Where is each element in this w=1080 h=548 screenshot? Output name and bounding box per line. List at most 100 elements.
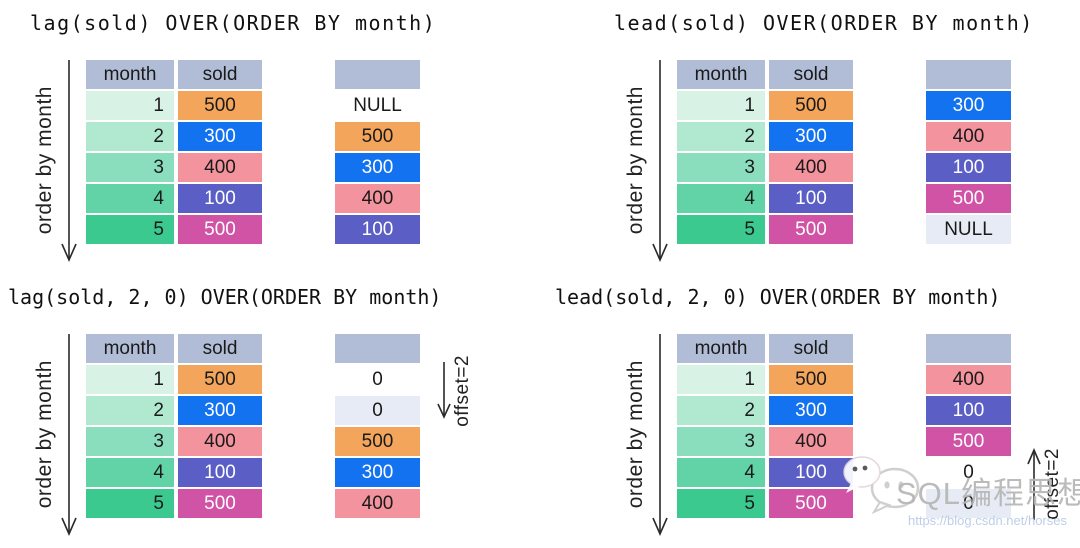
month-cell: 1 (677, 365, 765, 394)
result-column: 0 0 500 300 400 (335, 334, 420, 518)
month-cell: 3 (86, 427, 174, 456)
panel-lag-offset: lag(sold, 2, 0) OVER(ORDER BY month) ord… (8, 280, 538, 548)
result-cell: 500 (926, 427, 1011, 456)
result-cell: 0 (926, 458, 1011, 487)
offset-annotation: offset=2 (436, 355, 474, 427)
sold-cell: 100 (178, 458, 262, 487)
order-arrow-down-icon (61, 334, 77, 536)
month-cell: 3 (677, 153, 765, 182)
month-cell: 5 (677, 489, 765, 518)
sold-cell: 500 (178, 489, 262, 518)
result-cell: 100 (335, 215, 420, 244)
order-by-label: order by month (621, 60, 651, 260)
month-cell: 2 (677, 122, 765, 151)
month-cell: 4 (86, 458, 174, 487)
column-header-sold: sold (178, 334, 262, 363)
sold-cell: 300 (769, 122, 853, 151)
result-cell: 0 (926, 489, 1011, 518)
sold-cell: 500 (178, 215, 262, 244)
sold-cell: 100 (178, 184, 262, 213)
order-arrow-down-icon (652, 334, 668, 536)
sold-cell: 500 (769, 215, 853, 244)
panel-title: lag(sold, 2, 0) OVER(ORDER BY month) (8, 285, 442, 309)
column-header-sold: sold (769, 334, 853, 363)
order-arrow-down-icon (61, 60, 77, 262)
column-header-month: month (677, 334, 765, 363)
result-cell: 500 (335, 427, 420, 456)
month-cell: 2 (677, 396, 765, 425)
column-header-sold: sold (769, 60, 853, 89)
sold-cell: 400 (178, 427, 262, 456)
month-cell: 1 (677, 91, 765, 120)
result-cell: 400 (335, 184, 420, 213)
order-by-label-text: order by month (33, 359, 56, 509)
sold-cell: 500 (769, 489, 853, 518)
offset-label: offset=2 (452, 355, 473, 427)
result-cell: 0 (335, 396, 420, 425)
month-cell: 2 (86, 122, 174, 151)
result-column: NULL 500 300 400 100 (335, 60, 420, 244)
result-header (335, 60, 420, 89)
sold-cell: 100 (769, 458, 853, 487)
month-cell: 4 (677, 458, 765, 487)
sold-cell: 500 (178, 91, 262, 120)
sold-cell: 500 (178, 365, 262, 394)
offset-annotation: offset=2 (1026, 448, 1064, 520)
result-column: 400 100 500 0 0 (926, 334, 1011, 518)
sold-cell: 300 (769, 396, 853, 425)
panel-title: lead(sold) OVER(ORDER BY month) (614, 11, 1034, 35)
month-cell: 5 (86, 215, 174, 244)
data-table: month sold 1 500 2 300 3 400 4 100 5 500 (86, 60, 262, 244)
month-cell: 4 (677, 184, 765, 213)
sold-cell: 300 (178, 396, 262, 425)
month-cell: 2 (86, 396, 174, 425)
result-cell: NULL (926, 215, 1011, 244)
order-by-label: order by month (621, 334, 651, 534)
column-header-month: month (86, 334, 174, 363)
result-cell: 300 (335, 458, 420, 487)
data-table: month sold 1 500 2 300 3 400 4 100 5 500 (677, 334, 853, 518)
result-cell: 300 (335, 153, 420, 182)
order-by-label-text: order by month (33, 85, 56, 235)
panel-lead-offset: lead(sold, 2, 0) OVER(ORDER BY month) or… (548, 280, 1078, 548)
order-by-label-text: order by month (624, 85, 647, 235)
month-cell: 1 (86, 91, 174, 120)
sold-cell: 500 (769, 365, 853, 394)
sold-cell: 500 (769, 91, 853, 120)
order-arrow-down-icon (652, 60, 668, 262)
result-column: 300 400 100 500 NULL (926, 60, 1011, 244)
result-cell: 500 (926, 184, 1011, 213)
result-cell: 0 (335, 365, 420, 394)
result-cell: 400 (926, 122, 1011, 151)
sold-cell: 300 (178, 122, 262, 151)
result-header (926, 60, 1011, 89)
column-header-month: month (86, 60, 174, 89)
result-cell: 100 (926, 396, 1011, 425)
offset-arrow-down-icon (437, 362, 451, 419)
sold-cell: 400 (769, 427, 853, 456)
result-cell: 400 (926, 365, 1011, 394)
panel-lead-simple: lead(sold) OVER(ORDER BY month) order by… (548, 6, 1078, 274)
month-cell: 5 (677, 215, 765, 244)
result-header (335, 334, 420, 363)
month-cell: 1 (86, 365, 174, 394)
order-by-label: order by month (30, 60, 60, 260)
result-cell: 500 (335, 122, 420, 151)
offset-arrow-up-icon (1027, 448, 1041, 520)
data-table: month sold 1 500 2 300 3 400 4 100 5 500 (86, 334, 262, 518)
result-cell: 300 (926, 91, 1011, 120)
sold-cell: 400 (178, 153, 262, 182)
month-cell: 5 (86, 489, 174, 518)
result-cell: 400 (335, 489, 420, 518)
column-header-sold: sold (178, 60, 262, 89)
sold-cell: 400 (769, 153, 853, 182)
result-header (926, 334, 1011, 363)
data-table: month sold 1 500 2 300 3 400 4 100 5 500 (677, 60, 853, 244)
panel-lag-simple: lag(sold) OVER(ORDER BY month) order by … (8, 6, 538, 274)
month-cell: 3 (86, 153, 174, 182)
order-by-label-text: order by month (624, 359, 647, 509)
result-cell: 100 (926, 153, 1011, 182)
month-cell: 4 (86, 184, 174, 213)
result-cell: NULL (335, 91, 420, 120)
month-cell: 3 (677, 427, 765, 456)
